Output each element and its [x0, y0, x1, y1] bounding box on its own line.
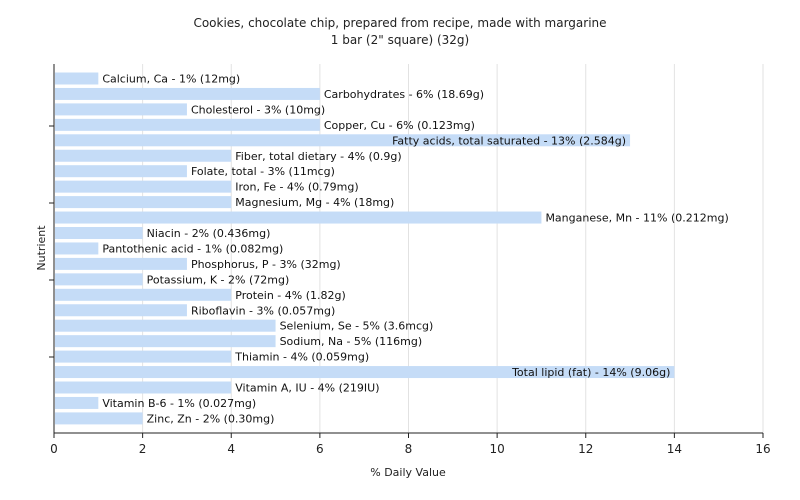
bar	[55, 180, 232, 193]
bar-label: Magnesium, Mg - 4% (18mg)	[235, 196, 394, 209]
bar	[55, 103, 187, 116]
bar-label: Manganese, Mn - 11% (0.212mg)	[545, 212, 728, 225]
x-tick-label: 8	[405, 442, 413, 456]
bar-label: Fatty acids, total saturated - 13% (2.58…	[392, 134, 626, 147]
x-tick-label: 2	[139, 442, 147, 456]
bar	[55, 72, 99, 85]
bar-label: Iron, Fe - 4% (0.79mg)	[235, 181, 358, 194]
x-axis-ticks: 0 2 4 6 8 10 12 14 16	[50, 433, 771, 456]
bar	[55, 257, 187, 270]
bar	[55, 412, 143, 425]
bar	[55, 335, 276, 348]
bar-label: Sodium, Na - 5% (116mg)	[280, 335, 423, 348]
bar-label: Copper, Cu - 6% (0.123mg)	[324, 119, 475, 132]
bar-label: Zinc, Zn - 2% (0.30mg)	[147, 412, 275, 425]
bar-label: Carbohydrates - 6% (18.69g)	[324, 88, 484, 101]
bar-label: Fiber, total dietary - 4% (0.9g)	[235, 150, 401, 163]
bar	[55, 350, 232, 363]
bar	[55, 227, 143, 239]
bar-label: Protein - 4% (1.82g)	[235, 289, 346, 302]
x-axis-label: % Daily Value	[370, 466, 446, 479]
chart-subtitle: 1 bar (2" square) (32g)	[331, 33, 469, 47]
bar-label: Calcium, Ca - 1% (12mg)	[102, 73, 240, 86]
x-tick-label: 14	[667, 442, 682, 456]
bar-label: Niacin - 2% (0.436mg)	[147, 227, 271, 240]
bar-label: Potassium, K - 2% (72mg)	[147, 273, 290, 286]
x-tick-label: 12	[578, 442, 593, 456]
bar	[55, 319, 276, 332]
bars: Calcium, Ca - 1% (12mg) Carbohydrates - 6…	[55, 72, 729, 425]
bar	[55, 134, 631, 147]
y-axis-label: Nutrient	[35, 225, 48, 271]
bar	[55, 366, 675, 379]
bar-label: Thiamin - 4% (0.059mg)	[234, 351, 369, 364]
bar	[55, 196, 232, 209]
bar-label: Vitamin B-6 - 1% (0.027mg)	[102, 397, 256, 410]
bar	[55, 211, 542, 224]
bar	[55, 396, 99, 409]
bar-label: Total lipid (fat) - 14% (9.06g)	[511, 366, 670, 379]
bar	[55, 288, 232, 301]
bar	[55, 242, 99, 255]
bar	[55, 118, 320, 131]
x-tick-label: 4	[227, 442, 235, 456]
x-tick-label: 6	[316, 442, 324, 456]
bar	[55, 165, 187, 178]
bar	[55, 304, 187, 317]
x-tick-label: 0	[50, 442, 58, 456]
bar-label: Cholesterol - 3% (10mg)	[191, 103, 325, 116]
bar-label: Selenium, Se - 5% (3.6mcg)	[280, 320, 434, 333]
bar	[55, 381, 232, 394]
bar-label: Phosphorus, P - 3% (32mg)	[191, 258, 341, 271]
chart-title: Cookies, chocolate chip, prepared from r…	[193, 16, 606, 30]
x-tick-label: 16	[755, 442, 770, 456]
bar-label: Riboflavin - 3% (0.057mg)	[191, 304, 335, 317]
bar	[55, 149, 232, 162]
bar-label: Pantothenic acid - 1% (0.082mg)	[102, 242, 283, 255]
bar-label: Folate, total - 3% (11mcg)	[191, 165, 335, 178]
bar-label: Vitamin A, IU - 4% (219IU)	[235, 382, 379, 395]
x-tick-label: 10	[489, 442, 504, 456]
bar	[55, 87, 320, 100]
bar	[55, 273, 143, 286]
